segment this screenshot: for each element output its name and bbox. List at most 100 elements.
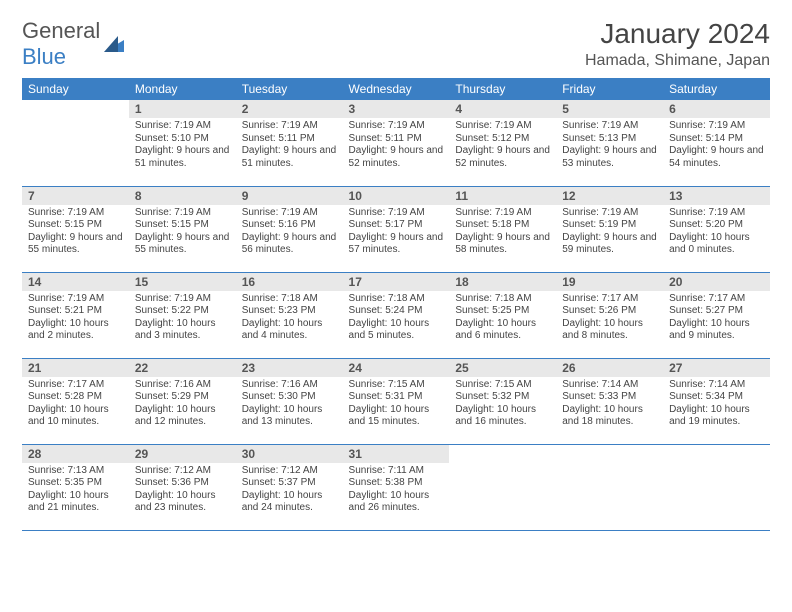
day-body: Sunrise: 7:19 AMSunset: 5:12 PMDaylight:… bbox=[449, 118, 556, 174]
day-number: 4 bbox=[449, 100, 556, 118]
day-body: Sunrise: 7:19 AMSunset: 5:15 PMDaylight:… bbox=[129, 205, 236, 261]
calendar-day-cell: 1Sunrise: 7:19 AMSunset: 5:10 PMDaylight… bbox=[129, 100, 236, 186]
calendar-day-cell: 14Sunrise: 7:19 AMSunset: 5:21 PMDayligh… bbox=[22, 272, 129, 358]
day-body: Sunrise: 7:12 AMSunset: 5:36 PMDaylight:… bbox=[129, 463, 236, 519]
day-number: 27 bbox=[663, 359, 770, 377]
calendar-day-cell: 8Sunrise: 7:19 AMSunset: 5:15 PMDaylight… bbox=[129, 186, 236, 272]
weekday-header: Saturday bbox=[663, 78, 770, 100]
weekday-row: SundayMondayTuesdayWednesdayThursdayFrid… bbox=[22, 78, 770, 100]
day-number: 19 bbox=[556, 273, 663, 291]
day-number: 23 bbox=[236, 359, 343, 377]
calendar-day-cell: 10Sunrise: 7:19 AMSunset: 5:17 PMDayligh… bbox=[343, 186, 450, 272]
day-number: 12 bbox=[556, 187, 663, 205]
calendar-empty-cell bbox=[22, 100, 129, 186]
calendar-table: SundayMondayTuesdayWednesdayThursdayFrid… bbox=[22, 78, 770, 531]
day-body: Sunrise: 7:19 AMSunset: 5:14 PMDaylight:… bbox=[663, 118, 770, 174]
calendar-day-cell: 5Sunrise: 7:19 AMSunset: 5:13 PMDaylight… bbox=[556, 100, 663, 186]
day-body: Sunrise: 7:19 AMSunset: 5:16 PMDaylight:… bbox=[236, 205, 343, 261]
calendar-day-cell: 31Sunrise: 7:11 AMSunset: 5:38 PMDayligh… bbox=[343, 444, 450, 530]
calendar-day-cell: 21Sunrise: 7:17 AMSunset: 5:28 PMDayligh… bbox=[22, 358, 129, 444]
day-body: Sunrise: 7:15 AMSunset: 5:32 PMDaylight:… bbox=[449, 377, 556, 433]
day-body: Sunrise: 7:17 AMSunset: 5:28 PMDaylight:… bbox=[22, 377, 129, 433]
day-body: Sunrise: 7:11 AMSunset: 5:38 PMDaylight:… bbox=[343, 463, 450, 519]
day-number: 18 bbox=[449, 273, 556, 291]
calendar-day-cell: 29Sunrise: 7:12 AMSunset: 5:36 PMDayligh… bbox=[129, 444, 236, 530]
calendar-day-cell: 13Sunrise: 7:19 AMSunset: 5:20 PMDayligh… bbox=[663, 186, 770, 272]
brand-text: General Blue bbox=[22, 18, 100, 70]
day-number: 17 bbox=[343, 273, 450, 291]
day-number: 25 bbox=[449, 359, 556, 377]
calendar-empty-cell bbox=[663, 444, 770, 530]
location-text: Hamada, Shimane, Japan bbox=[585, 52, 770, 70]
calendar-day-cell: 11Sunrise: 7:19 AMSunset: 5:18 PMDayligh… bbox=[449, 186, 556, 272]
day-body: Sunrise: 7:19 AMSunset: 5:11 PMDaylight:… bbox=[236, 118, 343, 174]
weekday-header: Thursday bbox=[449, 78, 556, 100]
brand-text-a: General bbox=[22, 18, 100, 43]
day-body: Sunrise: 7:15 AMSunset: 5:31 PMDaylight:… bbox=[343, 377, 450, 433]
day-body: Sunrise: 7:12 AMSunset: 5:37 PMDaylight:… bbox=[236, 463, 343, 519]
day-body: Sunrise: 7:19 AMSunset: 5:18 PMDaylight:… bbox=[449, 205, 556, 261]
day-body: Sunrise: 7:19 AMSunset: 5:22 PMDaylight:… bbox=[129, 291, 236, 347]
calendar-day-cell: 12Sunrise: 7:19 AMSunset: 5:19 PMDayligh… bbox=[556, 186, 663, 272]
calendar-day-cell: 15Sunrise: 7:19 AMSunset: 5:22 PMDayligh… bbox=[129, 272, 236, 358]
day-number: 13 bbox=[663, 187, 770, 205]
day-body: Sunrise: 7:19 AMSunset: 5:20 PMDaylight:… bbox=[663, 205, 770, 261]
weekday-header: Monday bbox=[129, 78, 236, 100]
day-body: Sunrise: 7:16 AMSunset: 5:29 PMDaylight:… bbox=[129, 377, 236, 433]
day-number: 24 bbox=[343, 359, 450, 377]
calendar-body: 1Sunrise: 7:19 AMSunset: 5:10 PMDaylight… bbox=[22, 100, 770, 530]
calendar-day-cell: 23Sunrise: 7:16 AMSunset: 5:30 PMDayligh… bbox=[236, 358, 343, 444]
brand-text-b: Blue bbox=[22, 44, 66, 69]
day-number: 10 bbox=[343, 187, 450, 205]
calendar-day-cell: 28Sunrise: 7:13 AMSunset: 5:35 PMDayligh… bbox=[22, 444, 129, 530]
calendar-day-cell: 27Sunrise: 7:14 AMSunset: 5:34 PMDayligh… bbox=[663, 358, 770, 444]
brand-mark-icon bbox=[104, 36, 124, 52]
calendar-day-cell: 17Sunrise: 7:18 AMSunset: 5:24 PMDayligh… bbox=[343, 272, 450, 358]
calendar-day-cell: 7Sunrise: 7:19 AMSunset: 5:15 PMDaylight… bbox=[22, 186, 129, 272]
calendar-head: SundayMondayTuesdayWednesdayThursdayFrid… bbox=[22, 78, 770, 100]
day-body: Sunrise: 7:19 AMSunset: 5:17 PMDaylight:… bbox=[343, 205, 450, 261]
calendar-week-row: 28Sunrise: 7:13 AMSunset: 5:35 PMDayligh… bbox=[22, 444, 770, 530]
calendar-week-row: 1Sunrise: 7:19 AMSunset: 5:10 PMDaylight… bbox=[22, 100, 770, 186]
day-number: 30 bbox=[236, 445, 343, 463]
day-number: 2 bbox=[236, 100, 343, 118]
day-body: Sunrise: 7:19 AMSunset: 5:19 PMDaylight:… bbox=[556, 205, 663, 261]
brand-logo: General Blue bbox=[22, 18, 124, 70]
day-body: Sunrise: 7:19 AMSunset: 5:13 PMDaylight:… bbox=[556, 118, 663, 174]
calendar-day-cell: 3Sunrise: 7:19 AMSunset: 5:11 PMDaylight… bbox=[343, 100, 450, 186]
day-number: 20 bbox=[663, 273, 770, 291]
calendar-week-row: 21Sunrise: 7:17 AMSunset: 5:28 PMDayligh… bbox=[22, 358, 770, 444]
calendar-day-cell: 4Sunrise: 7:19 AMSunset: 5:12 PMDaylight… bbox=[449, 100, 556, 186]
calendar-day-cell: 6Sunrise: 7:19 AMSunset: 5:14 PMDaylight… bbox=[663, 100, 770, 186]
calendar-day-cell: 2Sunrise: 7:19 AMSunset: 5:11 PMDaylight… bbox=[236, 100, 343, 186]
day-body: Sunrise: 7:17 AMSunset: 5:26 PMDaylight:… bbox=[556, 291, 663, 347]
day-body: Sunrise: 7:17 AMSunset: 5:27 PMDaylight:… bbox=[663, 291, 770, 347]
calendar-empty-cell bbox=[449, 444, 556, 530]
weekday-header: Wednesday bbox=[343, 78, 450, 100]
calendar-day-cell: 9Sunrise: 7:19 AMSunset: 5:16 PMDaylight… bbox=[236, 186, 343, 272]
calendar-day-cell: 26Sunrise: 7:14 AMSunset: 5:33 PMDayligh… bbox=[556, 358, 663, 444]
calendar-day-cell: 16Sunrise: 7:18 AMSunset: 5:23 PMDayligh… bbox=[236, 272, 343, 358]
day-number: 11 bbox=[449, 187, 556, 205]
day-number: 15 bbox=[129, 273, 236, 291]
day-body: Sunrise: 7:19 AMSunset: 5:21 PMDaylight:… bbox=[22, 291, 129, 347]
calendar-day-cell: 25Sunrise: 7:15 AMSunset: 5:32 PMDayligh… bbox=[449, 358, 556, 444]
calendar-day-cell: 24Sunrise: 7:15 AMSunset: 5:31 PMDayligh… bbox=[343, 358, 450, 444]
calendar-day-cell: 20Sunrise: 7:17 AMSunset: 5:27 PMDayligh… bbox=[663, 272, 770, 358]
day-body: Sunrise: 7:19 AMSunset: 5:11 PMDaylight:… bbox=[343, 118, 450, 174]
day-body: Sunrise: 7:19 AMSunset: 5:15 PMDaylight:… bbox=[22, 205, 129, 261]
calendar-empty-cell bbox=[556, 444, 663, 530]
day-number: 3 bbox=[343, 100, 450, 118]
page-header: General Blue January 2024 Hamada, Shiman… bbox=[22, 18, 770, 70]
day-number: 28 bbox=[22, 445, 129, 463]
weekday-header: Friday bbox=[556, 78, 663, 100]
calendar-day-cell: 18Sunrise: 7:18 AMSunset: 5:25 PMDayligh… bbox=[449, 272, 556, 358]
day-number: 6 bbox=[663, 100, 770, 118]
day-number: 21 bbox=[22, 359, 129, 377]
calendar-day-cell: 22Sunrise: 7:16 AMSunset: 5:29 PMDayligh… bbox=[129, 358, 236, 444]
month-title: January 2024 bbox=[585, 18, 770, 50]
day-body: Sunrise: 7:18 AMSunset: 5:23 PMDaylight:… bbox=[236, 291, 343, 347]
day-number: 1 bbox=[129, 100, 236, 118]
title-block: January 2024 Hamada, Shimane, Japan bbox=[585, 18, 770, 70]
calendar-week-row: 7Sunrise: 7:19 AMSunset: 5:15 PMDaylight… bbox=[22, 186, 770, 272]
